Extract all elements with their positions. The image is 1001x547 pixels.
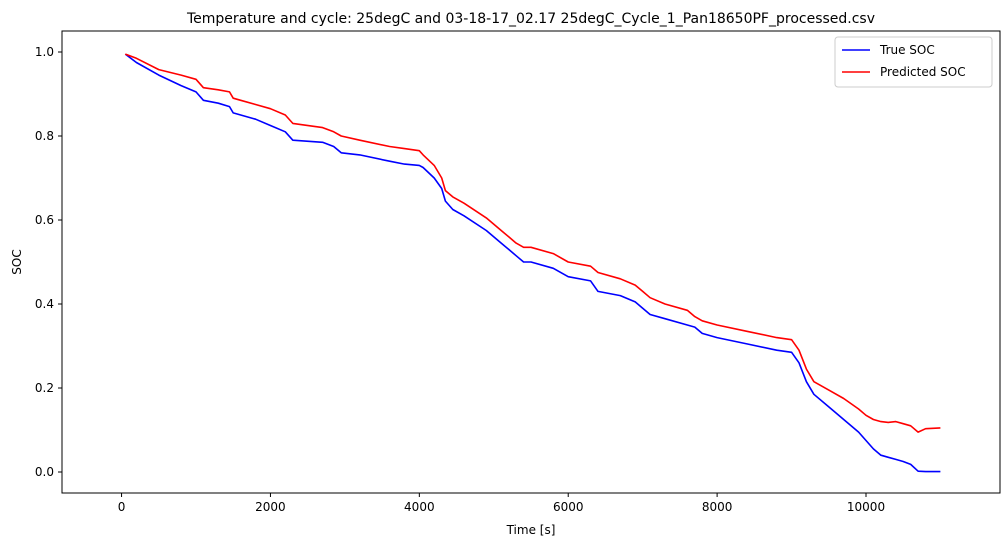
y-axis-label: SOC	[10, 249, 24, 274]
y-tick-label: 0.6	[35, 213, 54, 227]
x-tick-label: 2000	[255, 500, 286, 514]
series-line-predicted-soc	[125, 53, 941, 433]
y-axis: 0.0 0.2 0.4 0.6 0.8 1.0	[35, 45, 62, 479]
y-tick-label: 0.2	[35, 381, 54, 395]
x-tick-label: 0	[118, 500, 126, 514]
series-line-true-soc	[124, 53, 941, 473]
x-tick-label: 10000	[847, 500, 885, 514]
x-tick-label: 8000	[702, 500, 733, 514]
y-tick-label: 0.0	[35, 465, 54, 479]
y-tick-label: 1.0	[35, 45, 54, 59]
legend-label-true-soc: True SOC	[879, 43, 935, 57]
y-tick-label: 0.4	[35, 297, 54, 311]
chart-title: Temperature and cycle: 25degC and 03-18-…	[186, 11, 875, 27]
x-axis-label: Time [s]	[506, 523, 556, 537]
legend-label-predicted-soc: Predicted SOC	[880, 65, 966, 79]
x-tick-label: 4000	[404, 500, 435, 514]
x-axis: 0 2000 4000 6000 8000 10000	[118, 493, 885, 514]
legend-box	[834, 36, 993, 88]
x-tick-label: 6000	[553, 500, 584, 514]
axes-frame	[61, 30, 1001, 494]
y-tick-label: 0.8	[35, 129, 54, 143]
plot-area	[124, 53, 941, 473]
legend: True SOC Predicted SOC	[834, 36, 993, 88]
